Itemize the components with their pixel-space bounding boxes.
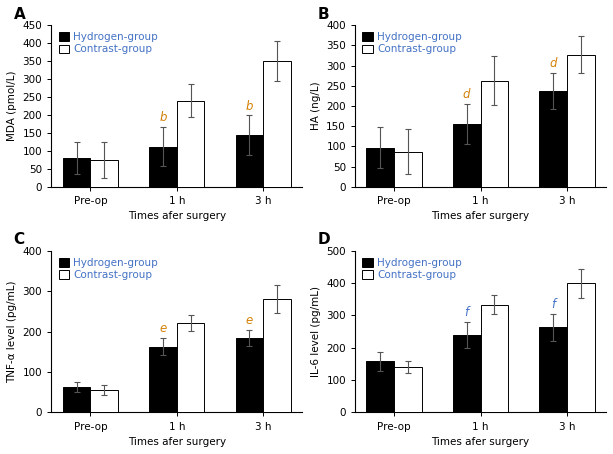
Text: B: B xyxy=(318,7,329,22)
Bar xyxy=(235,338,263,413)
Y-axis label: HA (ng/L): HA (ng/L) xyxy=(311,82,321,130)
Text: D: D xyxy=(318,232,330,247)
Legend: Hydrogen-group, Contrast-group: Hydrogen-group, Contrast-group xyxy=(56,256,160,282)
Bar xyxy=(394,367,422,413)
Text: e: e xyxy=(159,322,167,335)
X-axis label: Times afer surgery: Times afer surgery xyxy=(432,437,530,447)
Text: C: C xyxy=(13,232,25,247)
Legend: Hydrogen-group, Contrast-group: Hydrogen-group, Contrast-group xyxy=(360,256,463,282)
X-axis label: Times afer surgery: Times afer surgery xyxy=(128,212,226,222)
X-axis label: Times afer surgery: Times afer surgery xyxy=(432,212,530,222)
Bar xyxy=(149,346,177,413)
Bar xyxy=(481,80,508,187)
Bar xyxy=(263,61,291,187)
Bar xyxy=(567,54,595,187)
Text: A: A xyxy=(13,7,25,22)
Bar xyxy=(367,148,394,187)
Bar xyxy=(90,390,118,413)
Bar xyxy=(149,147,177,187)
Bar xyxy=(481,305,508,413)
Text: f: f xyxy=(551,298,555,311)
Bar xyxy=(263,299,291,413)
Bar xyxy=(367,361,394,413)
Bar xyxy=(63,387,90,413)
Bar xyxy=(539,327,567,413)
Bar xyxy=(177,323,205,413)
Bar xyxy=(235,135,263,187)
Text: d: d xyxy=(463,88,470,101)
Text: f: f xyxy=(465,306,469,320)
Y-axis label: MDA (pmol/L): MDA (pmol/L) xyxy=(7,71,17,141)
Legend: Hydrogen-group, Contrast-group: Hydrogen-group, Contrast-group xyxy=(56,30,160,57)
Legend: Hydrogen-group, Contrast-group: Hydrogen-group, Contrast-group xyxy=(360,30,463,57)
Y-axis label: IL-6 level (pg/mL): IL-6 level (pg/mL) xyxy=(311,286,321,377)
Text: e: e xyxy=(246,314,253,327)
Bar xyxy=(453,335,481,413)
Bar xyxy=(394,152,422,187)
Bar xyxy=(539,91,567,187)
Bar xyxy=(90,160,118,187)
Text: b: b xyxy=(159,111,167,124)
Bar xyxy=(63,158,90,187)
Y-axis label: TNF-α level (pg/mL): TNF-α level (pg/mL) xyxy=(7,281,17,383)
Bar xyxy=(177,101,205,187)
Bar xyxy=(453,124,481,187)
Bar xyxy=(567,283,595,413)
Text: b: b xyxy=(246,99,253,113)
Text: d: d xyxy=(549,57,557,70)
X-axis label: Times afer surgery: Times afer surgery xyxy=(128,437,226,447)
